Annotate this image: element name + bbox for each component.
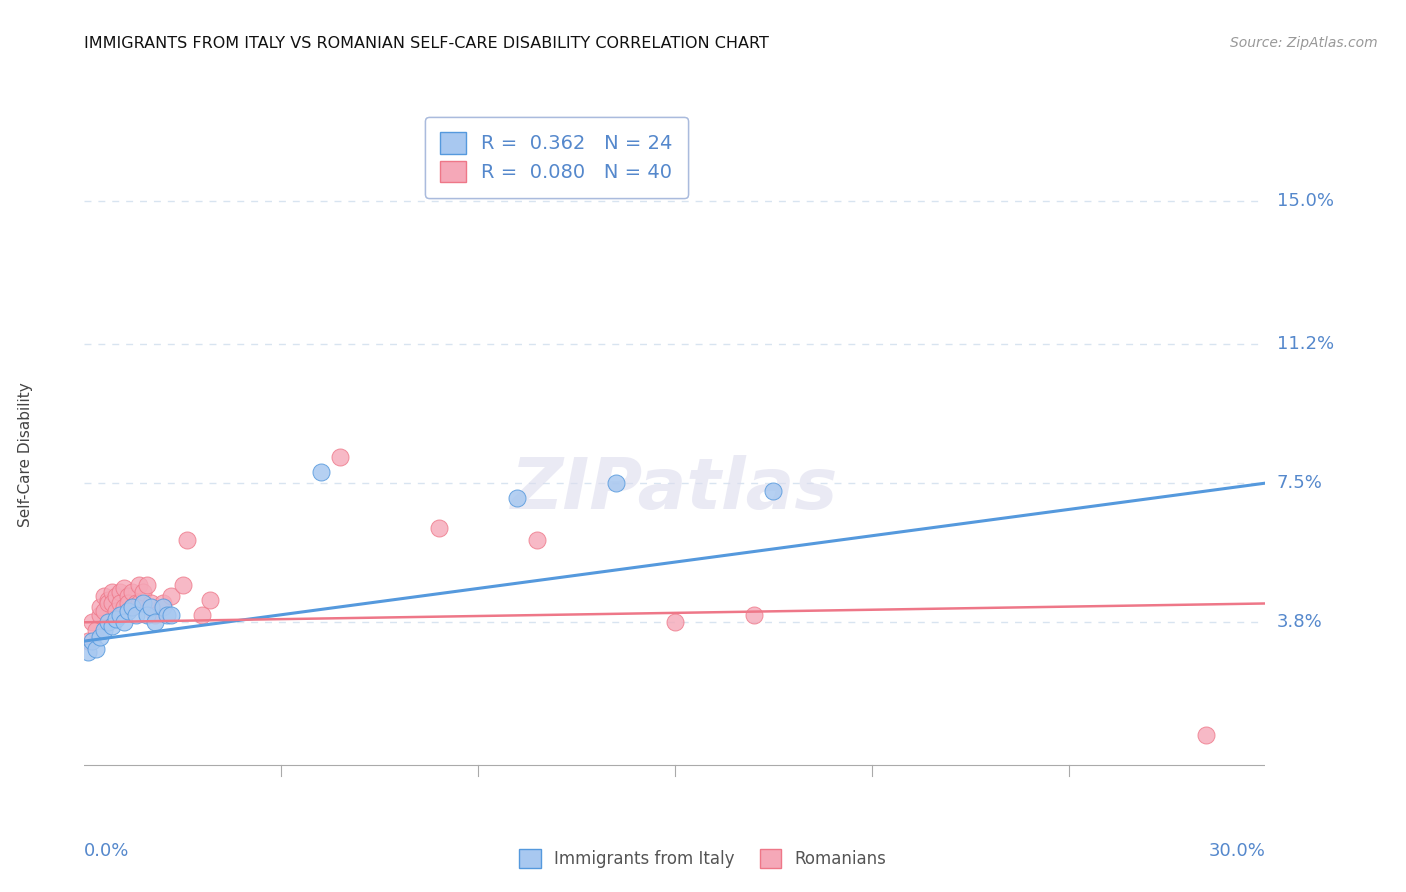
Point <box>132 585 155 599</box>
Point <box>89 600 111 615</box>
Point <box>112 600 135 615</box>
Legend: Immigrants from Italy, Romanians: Immigrants from Italy, Romanians <box>513 843 893 875</box>
Point <box>200 592 222 607</box>
Point <box>309 465 332 479</box>
Text: 7.5%: 7.5% <box>1277 475 1323 492</box>
Point <box>664 615 686 630</box>
Point <box>101 585 124 599</box>
Point <box>104 604 127 618</box>
Point <box>84 623 107 637</box>
Point <box>112 615 135 630</box>
Text: 0.0%: 0.0% <box>84 842 129 860</box>
Point <box>104 611 127 625</box>
Point <box>93 623 115 637</box>
Point <box>121 600 143 615</box>
Text: 15.0%: 15.0% <box>1277 192 1333 210</box>
Point <box>84 641 107 656</box>
Point <box>329 450 352 464</box>
Point <box>101 619 124 633</box>
Point <box>605 476 627 491</box>
Point <box>427 521 450 535</box>
Point <box>121 585 143 599</box>
Point <box>128 577 150 591</box>
Point <box>160 607 183 622</box>
Point <box>89 630 111 644</box>
Point <box>136 607 159 622</box>
Point <box>742 607 765 622</box>
Point <box>124 607 146 622</box>
Point <box>191 607 214 622</box>
Point <box>77 645 100 659</box>
Point <box>172 577 194 591</box>
Point <box>132 597 155 611</box>
Point <box>93 589 115 603</box>
Point <box>104 589 127 603</box>
Point <box>77 634 100 648</box>
Point <box>93 604 115 618</box>
Point <box>101 597 124 611</box>
Point <box>117 597 139 611</box>
Point <box>89 607 111 622</box>
Text: ZIPatlas: ZIPatlas <box>512 455 838 524</box>
Point <box>136 577 159 591</box>
Point <box>176 533 198 547</box>
Text: Source: ZipAtlas.com: Source: ZipAtlas.com <box>1230 36 1378 50</box>
Text: IMMIGRANTS FROM ITALY VS ROMANIAN SELF-CARE DISABILITY CORRELATION CHART: IMMIGRANTS FROM ITALY VS ROMANIAN SELF-C… <box>84 36 769 51</box>
Text: 30.0%: 30.0% <box>1209 842 1265 860</box>
Point <box>112 582 135 596</box>
Point <box>156 607 179 622</box>
Text: 3.8%: 3.8% <box>1277 614 1322 632</box>
Legend: R =  0.362   N = 24, R =  0.080   N = 40: R = 0.362 N = 24, R = 0.080 N = 40 <box>425 117 688 198</box>
Point <box>117 589 139 603</box>
Point <box>97 597 120 611</box>
Point <box>82 634 104 648</box>
Point <box>124 597 146 611</box>
Point <box>1195 728 1218 742</box>
Point <box>526 533 548 547</box>
Point <box>108 585 131 599</box>
Point <box>97 592 120 607</box>
Point <box>128 597 150 611</box>
Text: 11.2%: 11.2% <box>1277 335 1334 353</box>
Point <box>82 615 104 630</box>
Point <box>108 607 131 622</box>
Point <box>762 483 785 498</box>
Point <box>117 604 139 618</box>
Point <box>141 600 163 615</box>
Point <box>143 607 166 622</box>
Point <box>141 597 163 611</box>
Text: Self-Care Disability: Self-Care Disability <box>18 383 32 527</box>
Point <box>160 589 183 603</box>
Point <box>152 597 174 611</box>
Point <box>121 600 143 615</box>
Point <box>108 597 131 611</box>
Point <box>506 491 529 505</box>
Point <box>152 600 174 615</box>
Point <box>143 615 166 630</box>
Point <box>97 615 120 630</box>
